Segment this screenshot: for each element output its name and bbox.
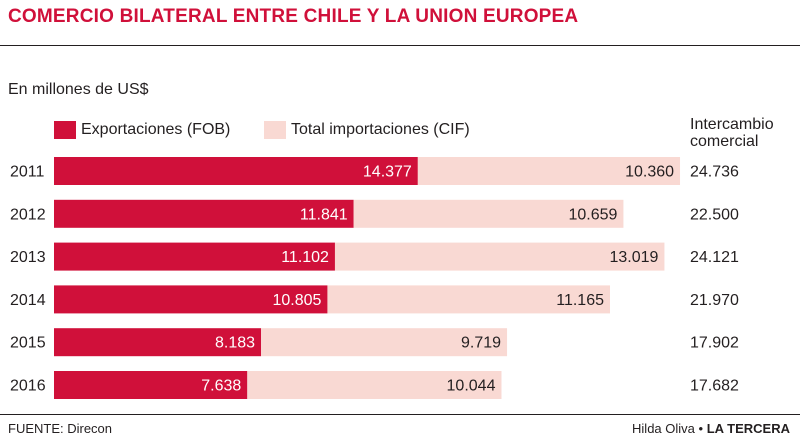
bar-imports: [247, 371, 502, 399]
value-label-total: 17.902: [690, 335, 739, 352]
bar-exports: [54, 371, 248, 399]
bar-chart: 2011 14.377 10.360 24.736 2012 11.841 10.659 22…: [10, 157, 739, 399]
bar-imports: [417, 157, 681, 185]
bar-exports: [54, 328, 262, 357]
unit-label: En millones de US$: [8, 81, 149, 98]
bar-exports: [54, 242, 335, 271]
intercambio-header: Intercambio comercial: [690, 116, 774, 150]
bar-exports: [54, 157, 418, 185]
value-label-exports: 11.841: [300, 206, 348, 223]
legend-label-exports: Exportaciones (FOB): [81, 121, 231, 138]
value-label-imports: 11.165: [556, 292, 604, 309]
footer-divider: [0, 414, 800, 415]
credit-author: Hilda Oliva: [632, 421, 695, 436]
value-label-imports: 9.719: [461, 335, 501, 352]
bar-imports: [261, 328, 508, 357]
year-label: 2016: [10, 378, 46, 395]
credit-separator: •: [698, 421, 704, 436]
legend-swatch-exports: [54, 121, 76, 139]
bar-exports: [54, 285, 328, 314]
bar-exports: [54, 199, 354, 228]
value-label-imports: 10.360: [625, 164, 674, 181]
title-divider: [0, 45, 800, 46]
year-label: 2012: [10, 206, 46, 223]
bar-imports: [327, 285, 611, 314]
legend-item-exports: Exportaciones (FOB): [54, 120, 230, 140]
year-label: 2011: [10, 164, 45, 181]
credit-brand: LA TERCERA: [706, 421, 790, 436]
source-note: FUENTE: Direcon: [8, 421, 113, 436]
value-label-exports: 8.183: [215, 335, 255, 352]
value-label-total: 22.500: [690, 206, 739, 223]
legend-swatch-imports: [264, 121, 286, 139]
value-label-exports: 14.377: [363, 164, 412, 181]
year-label: 2015: [10, 335, 46, 352]
legend-item-imports: Total importaciones (CIF): [264, 120, 470, 140]
value-label-total: 21.970: [690, 292, 739, 309]
bar-imports: [353, 199, 624, 228]
value-label-imports: 13.019: [609, 249, 658, 266]
credit: Hilda Oliva • LA TERCERA: [632, 421, 790, 436]
value-label-total: 24.121: [690, 249, 739, 266]
value-label-imports: 10.659: [568, 206, 617, 223]
year-label: 2013: [10, 249, 46, 266]
value-label-imports: 10.044: [447, 378, 496, 395]
value-label-total: 17.682: [690, 378, 739, 395]
year-label: 2014: [10, 292, 46, 309]
bar-imports: [334, 242, 665, 271]
value-label-exports: 7.638: [201, 378, 241, 395]
chart-title: COMERCIO BILATERAL ENTRE CHILE Y LA UNIO…: [8, 6, 579, 27]
value-label-exports: 11.102: [281, 249, 329, 266]
value-label-exports: 10.805: [273, 292, 322, 309]
value-label-total: 24.736: [690, 164, 739, 181]
legend-label-imports: Total importaciones (CIF): [291, 121, 470, 138]
